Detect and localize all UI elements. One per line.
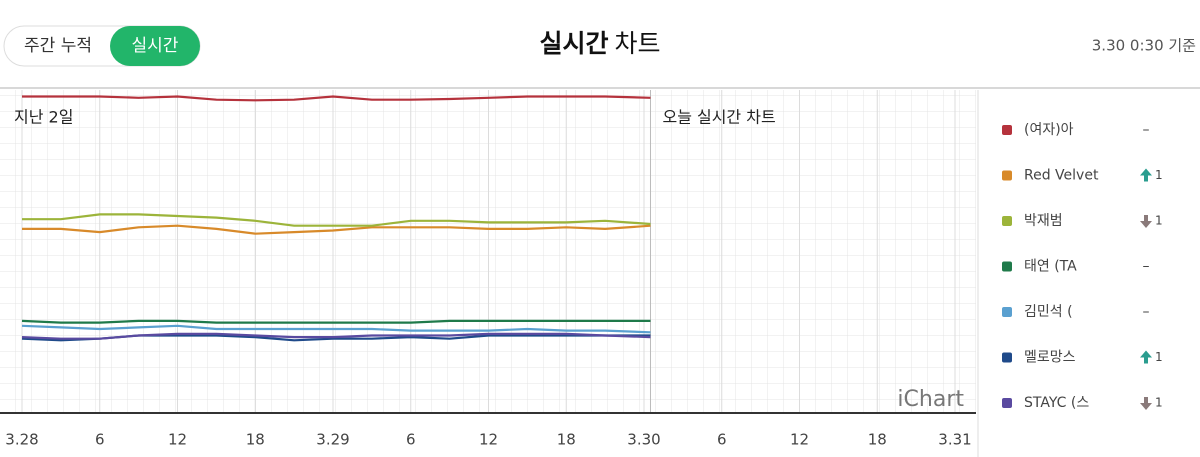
legend-label: Red Velvet: [1024, 168, 1099, 184]
legend-label: 김민석 (: [1024, 304, 1073, 320]
legend-swatch: [1002, 307, 1012, 317]
legend-swatch: [1002, 216, 1012, 226]
rank-change: 1: [1155, 168, 1163, 182]
legend-swatch: [1002, 125, 1012, 135]
x-tick-label: 3.31: [938, 431, 971, 449]
down-arrow: [1140, 397, 1152, 410]
active-tab[interactable]: [110, 26, 200, 66]
legend-panel: [978, 90, 1200, 457]
title-bold: 실시간: [539, 29, 608, 58]
x-tick-label: 12: [479, 431, 498, 449]
up-arrow: [1140, 168, 1152, 182]
rank-change: 1: [1155, 396, 1163, 410]
rank-change: –: [1143, 259, 1150, 275]
legend-label: 박재범: [1024, 213, 1063, 229]
legend-swatch: [1002, 261, 1012, 272]
series-line: [21, 324, 651, 334]
series-line: [22, 95, 651, 102]
series-line: [22, 213, 651, 227]
rank-change: –: [1143, 304, 1150, 320]
up-arrow: [1140, 350, 1152, 364]
x-tick-label: 18: [246, 431, 265, 449]
x-tick-label: 3.29: [316, 431, 349, 449]
rank-change: 1: [1155, 350, 1163, 364]
x-tick-label: 3.30: [627, 431, 660, 449]
timestamp: 3.30 0:30 기준: [1092, 37, 1196, 55]
legend-swatch: [1002, 170, 1012, 181]
annotation: 오늘 실시간 차트: [662, 108, 775, 127]
legend-label: STAYC (스: [1024, 395, 1089, 411]
rank-change: 1: [1155, 214, 1163, 228]
down-arrow: [1140, 215, 1152, 228]
series-line: [22, 224, 651, 235]
x-tick-label: 6: [95, 431, 105, 449]
x-tick-label: 18: [868, 431, 887, 449]
annotation: 지난 2일: [14, 108, 73, 127]
title-rest: 차트: [615, 29, 661, 58]
x-tick-label: 12: [168, 431, 187, 449]
x-tick-label: 3.28: [5, 431, 38, 449]
x-tick-label: 18: [557, 431, 576, 449]
legend-label: 멜로망스: [1024, 350, 1076, 366]
watermark: iChart: [897, 387, 964, 412]
series-line: [21, 332, 651, 340]
rank-change: –: [1143, 122, 1150, 138]
legend-label: (여자)아: [1024, 122, 1074, 138]
tab[interactable]: 주간 누적: [24, 36, 92, 56]
x-tick-label: 12: [790, 431, 809, 449]
series-line: [21, 319, 651, 324]
x-tick-label: 6: [717, 431, 727, 449]
legend-swatch: [1002, 398, 1012, 408]
title: 실시간 차트: [539, 29, 660, 58]
x-tick-label: 6: [406, 431, 416, 449]
legend-swatch: [1002, 352, 1012, 363]
tab[interactable]: 실시간: [132, 36, 179, 56]
legend-label: 태연 (TA: [1024, 259, 1077, 275]
